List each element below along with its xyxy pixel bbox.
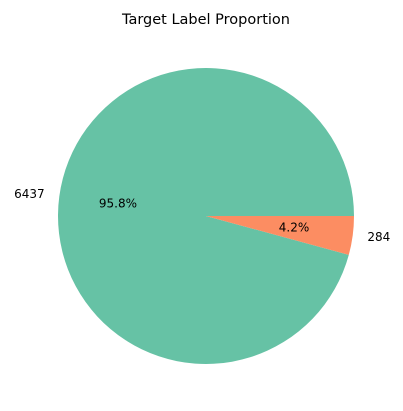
slice-percent-284: 4.2% — [279, 220, 310, 234]
pie-slice-284 — [206, 216, 354, 255]
slice-label-6437: 6437 — [14, 187, 45, 201]
pie-slices — [58, 68, 355, 365]
pie-labels: 6437 95.8% 284 4.2% — [14, 187, 390, 244]
slice-percent-6437: 95.8% — [99, 197, 137, 211]
chart-title: Target Label Proportion — [121, 12, 290, 28]
pie-slice-6437 — [58, 68, 355, 365]
slice-label-284: 284 — [367, 230, 390, 244]
